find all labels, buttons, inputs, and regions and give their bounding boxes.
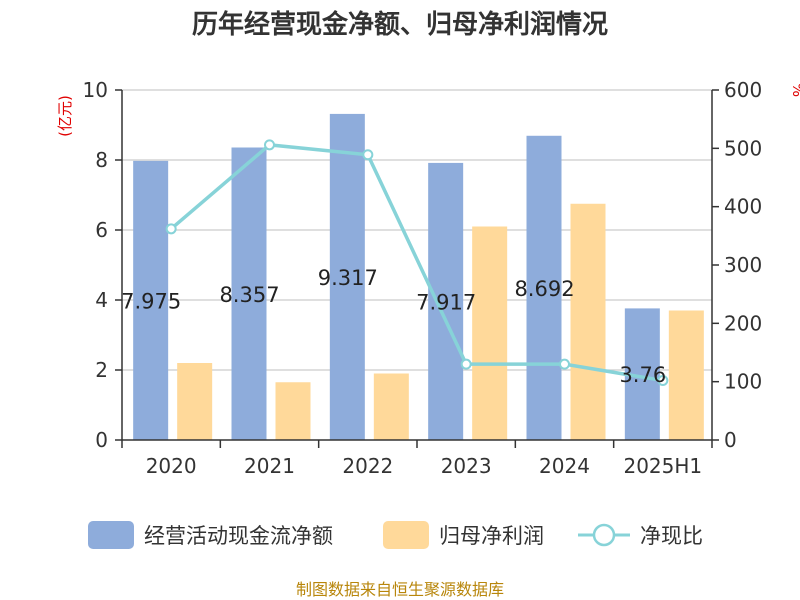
right-tick-label: 0 — [724, 428, 737, 452]
legend: 经营活动现金流净额 归母净利润 净现比 — [88, 521, 703, 549]
line-ratio-point — [264, 139, 275, 151]
bar-profit — [373, 373, 409, 440]
line-series — [165, 139, 669, 386]
legend-swatch-profit — [383, 521, 429, 549]
right-tick-label: 100 — [724, 370, 762, 394]
bar-profit — [177, 363, 213, 440]
right-tick-label: 200 — [724, 311, 762, 335]
left-axis-unit: (亿元) — [56, 95, 74, 137]
left-tick-label: 2 — [95, 358, 108, 382]
bar-profit — [570, 203, 606, 440]
bar-value-label: 9.317 — [318, 266, 378, 290]
left-tick-label: 6 — [95, 218, 108, 242]
left-tick-label: 4 — [95, 288, 108, 312]
legend-label-ratio: 净现比 — [640, 524, 703, 548]
right-tick-label: 600 — [724, 78, 762, 102]
left-tick-label: 10 — [83, 78, 108, 102]
bar-value-label: 7.917 — [416, 290, 476, 314]
line-ratio-point — [657, 375, 669, 386]
bar-cashflow — [329, 113, 365, 440]
right-axis-ticks: 0 100 200 300 400 500 600 — [712, 78, 762, 452]
line-ratio-point — [362, 149, 374, 161]
right-axis-unit: % — [789, 83, 800, 97]
x-tick-label: 2020 — [146, 454, 197, 478]
legend-marker-ratio — [592, 523, 616, 547]
bar-value-label: 3.76 — [619, 363, 666, 387]
legend-label-profit: 归母净利润 — [439, 524, 544, 548]
left-tick-label: 0 — [95, 428, 108, 452]
right-tick-label: 400 — [724, 195, 762, 219]
left-tick-label: 8 — [95, 148, 108, 172]
source-note: 制图数据来自恒生聚源数据库 — [296, 580, 504, 599]
left-axis-ticks: 0 2 4 6 8 10 — [83, 78, 122, 452]
bar-profit — [668, 310, 704, 440]
right-tick-label: 500 — [724, 136, 762, 160]
bars — [133, 113, 704, 440]
chart-title: 历年经营现金净额、归母净利润情况 — [192, 9, 608, 40]
right-tick-label: 300 — [724, 253, 762, 277]
bar-cashflow — [526, 135, 562, 440]
x-tick-label: 2024 — [539, 454, 590, 478]
legend-swatch-cashflow — [88, 521, 134, 549]
bar-value-label: 8.692 — [514, 277, 574, 301]
legend-label-cashflow: 经营活动现金流净额 — [144, 524, 333, 548]
bar-cashflow — [133, 160, 169, 440]
grid — [122, 89, 712, 371]
bar-cashflow — [231, 147, 267, 440]
line-ratio-point — [460, 358, 472, 370]
x-tick-label: 2023 — [441, 454, 492, 478]
x-tick-label: 2025H1 — [623, 454, 702, 478]
bar-cashflow — [428, 162, 464, 440]
line-ratio — [170, 143, 664, 383]
line-ratio-point — [559, 358, 570, 370]
bar-profit — [275, 382, 311, 440]
bar-labels: 7.975 8.357 9.317 7.917 8.692 3.76 — [121, 266, 666, 387]
bar-value-label: 7.975 — [121, 289, 181, 313]
line-ratio-point — [165, 223, 177, 235]
x-axis-ticks: 2020 2021 2022 2023 2024 2025H1 — [121, 440, 713, 478]
x-tick-label: 2021 — [244, 454, 295, 478]
bar-profit — [472, 226, 508, 440]
bar-value-label: 8.357 — [219, 283, 279, 307]
x-tick-label: 2022 — [342, 454, 393, 478]
